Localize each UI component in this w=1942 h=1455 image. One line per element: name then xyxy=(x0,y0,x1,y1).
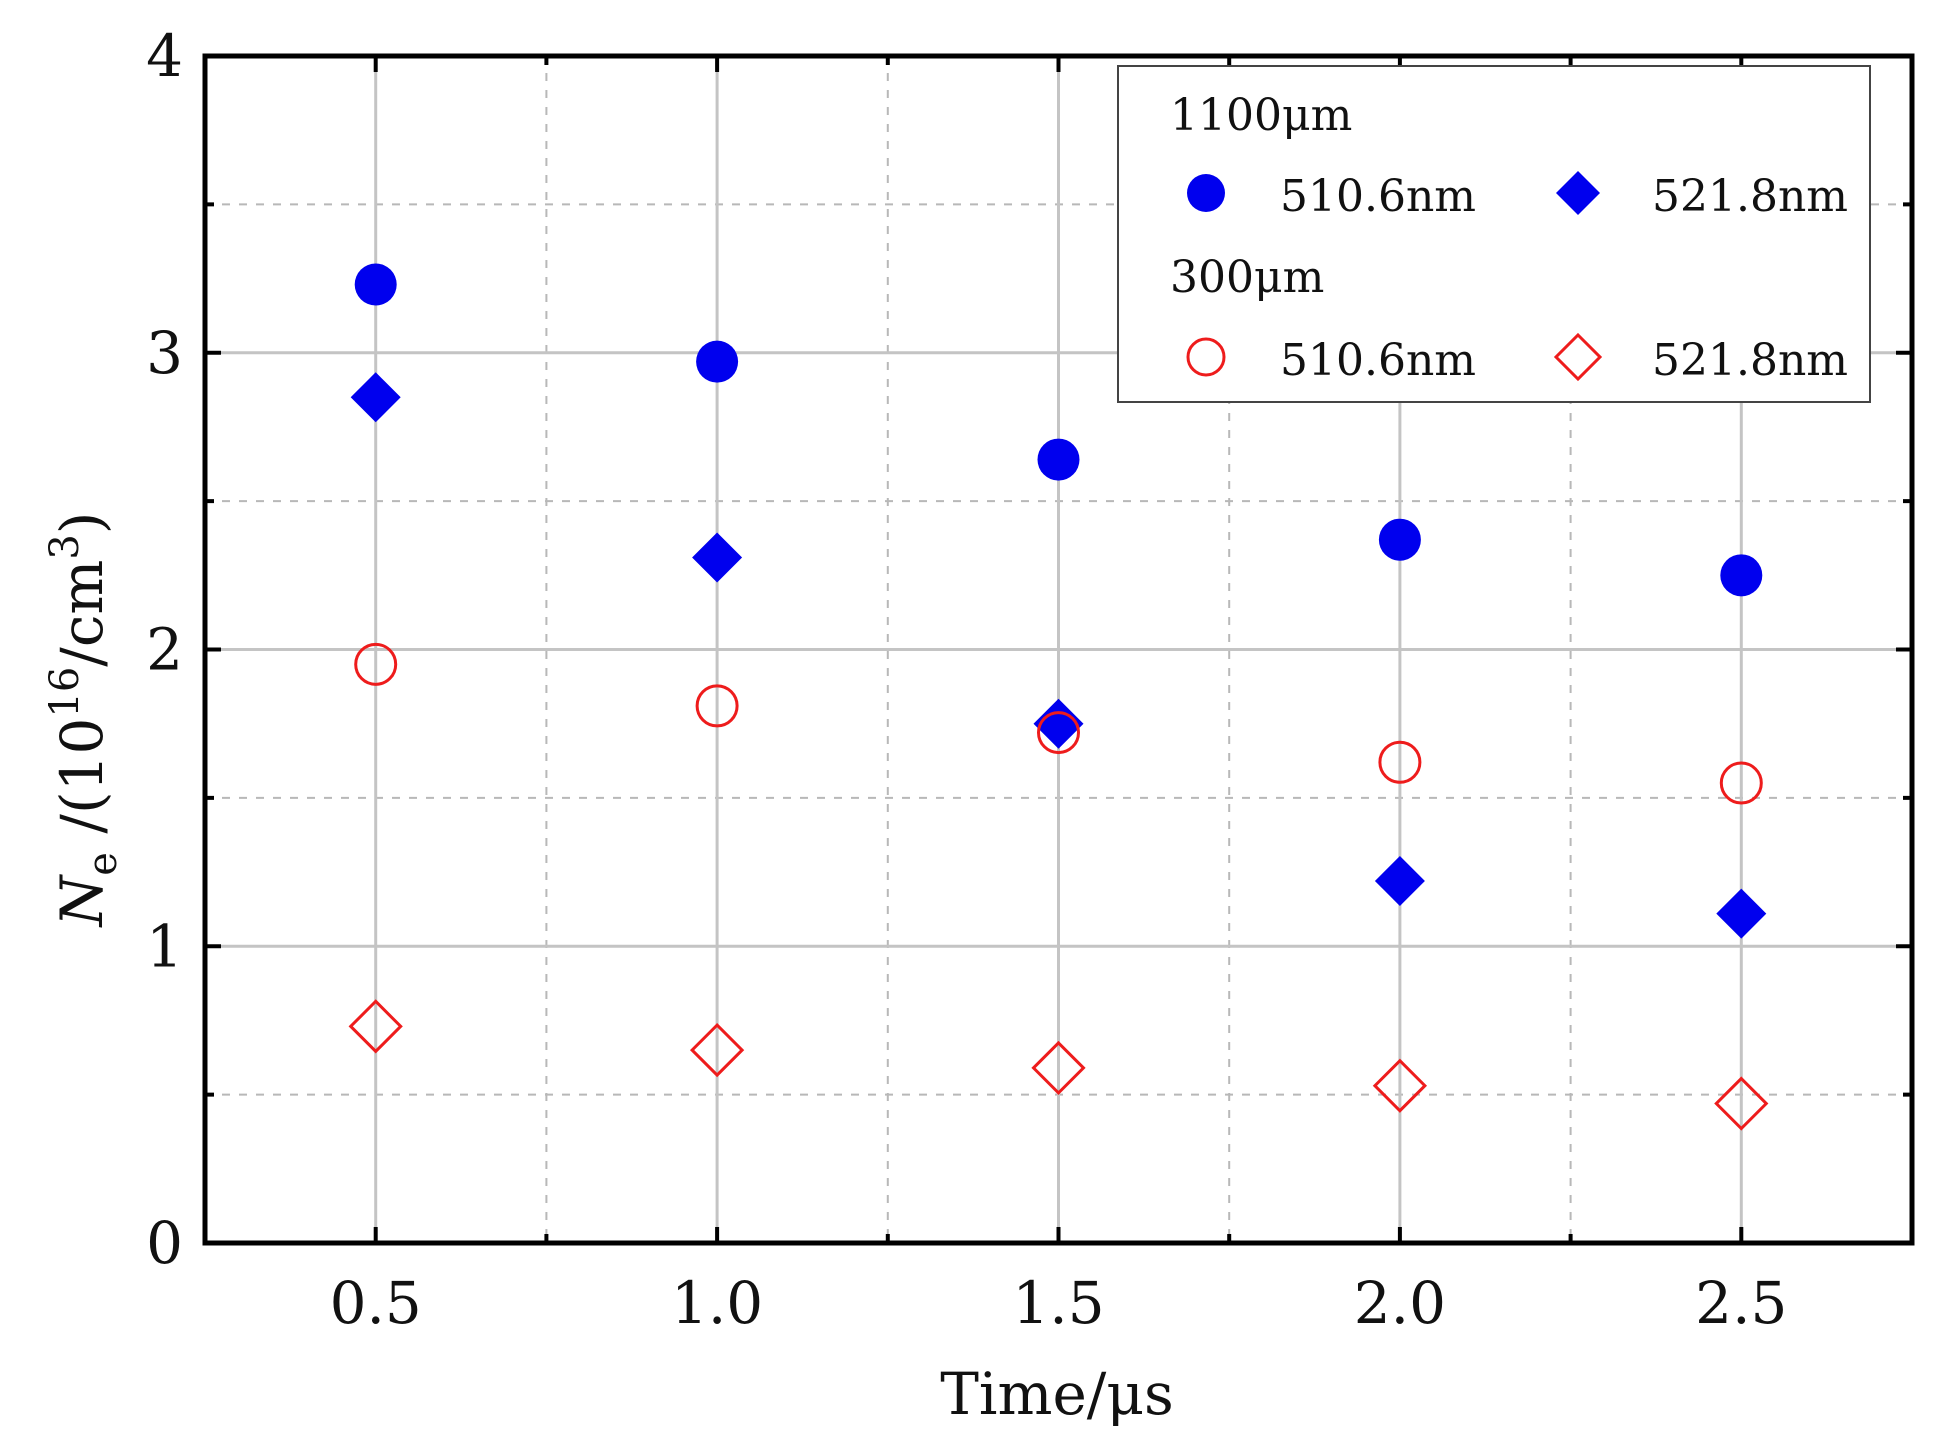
legend-marker-300um-521nm xyxy=(1553,332,1603,382)
y-tick-label: 1 xyxy=(146,912,183,980)
legend-box xyxy=(1117,65,1871,403)
y-axis-title-superscript2: 3 xyxy=(42,534,88,559)
data-point xyxy=(1031,1040,1086,1096)
data-point xyxy=(1716,888,1767,939)
data-point xyxy=(350,372,401,423)
data-point xyxy=(1714,1076,1769,1131)
data-point xyxy=(354,642,398,686)
y-axis-title-suffix: ) xyxy=(48,512,116,535)
data-point xyxy=(692,532,743,583)
x-tick-label: 2.5 xyxy=(1695,1269,1787,1337)
series-2 xyxy=(354,642,1763,805)
data-point xyxy=(1378,740,1422,784)
data-point xyxy=(1374,855,1425,906)
tick-labels: 0.5 1.0 1.5 2.0 2.5 0 1 2 3 4 xyxy=(146,22,1787,1337)
axis-ticks xyxy=(205,54,1912,1245)
legend-group-1100um: 1100μm xyxy=(1170,90,1352,141)
data-point xyxy=(696,340,739,383)
legend-marker-1100um-521nm xyxy=(1556,171,1600,215)
x-tick-label: 1.5 xyxy=(1012,1269,1104,1337)
y-axis-title-symbol: N xyxy=(48,873,116,928)
data-point xyxy=(1720,554,1763,597)
series-0 xyxy=(354,263,1763,597)
data-point xyxy=(1372,1058,1428,1113)
y-tick-label: 4 xyxy=(146,22,183,90)
legend-label-300um-521nm: 521.8nm xyxy=(1652,335,1848,386)
x-tick-label: 1.0 xyxy=(671,1269,763,1337)
series-1 xyxy=(350,372,1767,939)
x-tick-label: 0.5 xyxy=(330,1269,422,1337)
grid-layer xyxy=(205,56,1912,1243)
data-point xyxy=(1719,761,1763,805)
legend-label-1100um-510nm: 510.6nm xyxy=(1280,171,1476,222)
legend-label-1100um-521nm: 521.8nm xyxy=(1652,171,1848,222)
data-point xyxy=(348,999,403,1054)
y-axis-title-superscript: 16 xyxy=(42,667,88,718)
x-axis-title: Time/μs xyxy=(940,1360,1174,1428)
y-axis-title-middle: /cm xyxy=(48,560,116,667)
y-axis-title: Ne /(1016/cm3) xyxy=(42,512,126,929)
legend-marker-1100um-510nm xyxy=(1187,174,1225,212)
data-point xyxy=(689,1022,745,1078)
legend-group-300um: 300μm xyxy=(1170,252,1324,303)
y-tick-label: 3 xyxy=(146,319,183,387)
series-3 xyxy=(348,999,1769,1131)
data-point xyxy=(354,263,397,306)
x-tick-label: 2.0 xyxy=(1354,1269,1446,1337)
legend-label-300um-510nm: 510.6nm xyxy=(1280,335,1476,386)
data-point xyxy=(1033,698,1084,749)
data-point xyxy=(1378,518,1421,561)
y-tick-label: 2 xyxy=(146,616,183,684)
legend-marker-300um-510nm xyxy=(1186,337,1226,377)
data-point xyxy=(1037,711,1080,755)
data-point xyxy=(1037,438,1080,481)
data-point xyxy=(695,684,739,728)
data-marks xyxy=(348,263,1769,1131)
y-axis-title-prefix: /(10 xyxy=(48,718,116,852)
legend: 1100μm 510.6nm 521.8nm 300μm 510.6nm 521… xyxy=(1117,65,1871,403)
y-axis-title-subscript: e xyxy=(80,852,126,876)
y-tick-label: 0 xyxy=(146,1209,183,1277)
